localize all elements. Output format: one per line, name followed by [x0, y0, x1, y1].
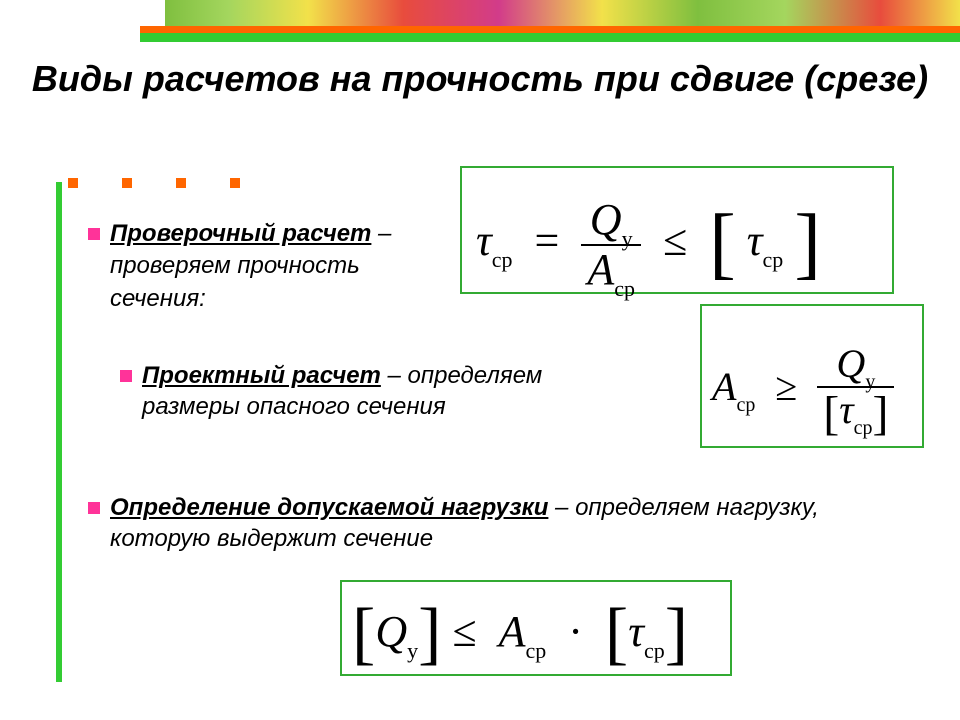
f3-le: ≤ [452, 607, 476, 656]
f2-rbracket: ] [872, 390, 888, 438]
f3-A: A [499, 607, 526, 656]
f3-lbracket1: [ [352, 594, 375, 674]
f3-tausub: ср [644, 638, 665, 663]
slide: Виды расчетов на прочность при сдвиге (с… [0, 0, 960, 720]
bullet-icon [120, 370, 132, 382]
f2-ge: ≥ [775, 364, 797, 409]
f1-Asub: ср [614, 276, 635, 301]
f1-rbracket: ] [794, 198, 821, 289]
side-accent-bar [56, 182, 62, 682]
formula-2: Aср ≥ Qy [τср] [700, 304, 924, 448]
f3-rbracket2: ] [665, 594, 688, 674]
decorative-banner [165, 0, 960, 26]
f3-tau: τ [628, 607, 644, 656]
f2-Q: Q [836, 341, 865, 386]
item-3: Определение допускаемой нагрузки – опред… [110, 492, 890, 554]
accent-fill [140, 33, 960, 42]
side-accent-dots [68, 175, 284, 193]
f2-A: A [712, 364, 736, 409]
f1-Qsub: y [622, 226, 633, 251]
bullet-icon [88, 228, 100, 240]
f1-le: ≤ [663, 216, 687, 265]
bullet-icon [88, 502, 100, 514]
f1-A: A [587, 245, 614, 294]
f3-dot: · [568, 607, 583, 656]
slide-title: Виды расчетов на прочность при сдвиге (с… [0, 56, 960, 101]
item-2: Проектный расчет – определяем размеры оп… [142, 360, 642, 422]
item-3-lead: Определение допускаемой нагрузки [110, 494, 548, 521]
f1-tau2: τ [747, 216, 763, 265]
f1-tau: τ [476, 216, 492, 265]
f3-Qsub: y [407, 638, 418, 663]
f1-eq: = [535, 216, 560, 265]
f2-tau: τ [839, 387, 853, 432]
f1-Q: Q [590, 195, 622, 244]
f2-lbracket: [ [823, 390, 839, 438]
formula-3: [Qy] ≤ Aср · [τср] [340, 580, 732, 676]
f1-tau2sub: ср [763, 247, 784, 272]
f2-tausub: ср [854, 417, 873, 439]
item-1-lead: Проверочный расчет [110, 220, 371, 247]
accent-underline [140, 26, 960, 33]
f2-Qsub: y [865, 371, 875, 393]
f3-lbracket2: [ [605, 594, 628, 674]
f2-Asub: ср [736, 394, 755, 416]
formula-1: τср = Qy Aср ≤ [ τср ] [460, 166, 894, 294]
f3-Asub: ср [525, 638, 546, 663]
item-1: Проверочный расчет – проверяем прочность… [110, 218, 450, 315]
f1-lbracket: [ [709, 198, 736, 289]
f3-Q: Q [375, 607, 407, 656]
f3-rbracket1: ] [418, 594, 441, 674]
item-2-lead: Проектный расчет [142, 362, 381, 389]
f1-tau-sub: ср [492, 247, 513, 272]
